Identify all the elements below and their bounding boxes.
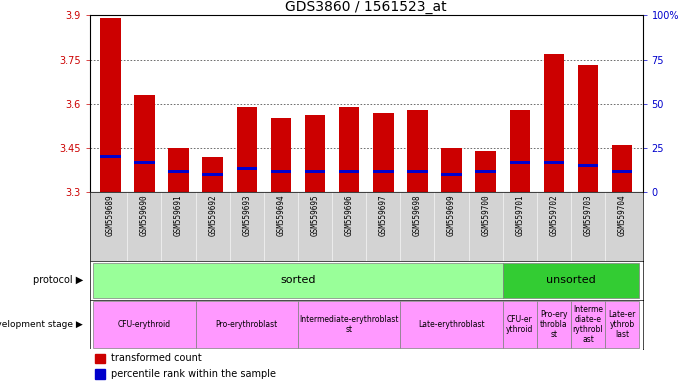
Bar	[236, 107, 257, 192]
Bar	[305, 116, 325, 192]
Bar	[612, 170, 632, 173]
Bar	[571, 301, 605, 348]
Text: Late-erythroblast: Late-erythroblast	[418, 320, 485, 329]
Bar	[442, 173, 462, 176]
Text: percentile rank within the sample: percentile rank within the sample	[111, 369, 276, 379]
Bar	[271, 118, 291, 192]
Title: GDS3860 / 1561523_at: GDS3860 / 1561523_at	[285, 0, 447, 14]
Bar	[509, 161, 530, 164]
Bar	[100, 18, 120, 192]
Bar	[95, 354, 105, 363]
Bar	[202, 173, 223, 176]
Text: GSM559698: GSM559698	[413, 194, 422, 236]
Bar	[298, 301, 400, 348]
Bar	[503, 301, 537, 348]
Text: protocol ▶: protocol ▶	[32, 275, 83, 285]
Text: Pro-ery
throbla
st: Pro-ery throbla st	[540, 310, 568, 339]
Text: GSM559701: GSM559701	[515, 194, 524, 236]
Bar	[544, 161, 564, 164]
Bar	[544, 54, 564, 192]
Bar	[605, 301, 639, 348]
Text: GSM559692: GSM559692	[208, 194, 217, 236]
Text: GSM559703: GSM559703	[583, 194, 592, 236]
Text: GSM559700: GSM559700	[481, 194, 490, 236]
Bar	[400, 301, 503, 348]
Text: GSM559696: GSM559696	[345, 194, 354, 236]
Bar	[196, 301, 298, 348]
Bar	[373, 170, 394, 173]
Text: sorted: sorted	[281, 275, 316, 285]
Bar	[93, 301, 196, 348]
Bar	[407, 109, 428, 192]
Bar	[271, 170, 291, 173]
Bar	[339, 107, 359, 192]
Text: Intermediate-erythroblast
st: Intermediate-erythroblast st	[299, 315, 399, 334]
Bar	[612, 145, 632, 192]
Text: GSM559690: GSM559690	[140, 194, 149, 236]
Text: Pro-erythroblast: Pro-erythroblast	[216, 320, 278, 329]
Bar	[202, 157, 223, 192]
Bar	[93, 263, 503, 298]
Bar	[100, 155, 120, 158]
Text: GSM559697: GSM559697	[379, 194, 388, 236]
Text: GSM559704: GSM559704	[618, 194, 627, 236]
Bar	[339, 170, 359, 173]
Text: GSM559691: GSM559691	[174, 194, 183, 236]
Text: GSM559699: GSM559699	[447, 194, 456, 236]
Bar	[509, 109, 530, 192]
Bar	[475, 170, 496, 173]
Bar	[503, 263, 639, 298]
Bar	[169, 148, 189, 192]
Bar	[236, 167, 257, 170]
Text: Late-er
ythrob
last: Late-er ythrob last	[609, 310, 636, 339]
Bar	[578, 164, 598, 167]
Bar	[305, 170, 325, 173]
Bar	[407, 170, 428, 173]
Bar	[169, 170, 189, 173]
Bar	[537, 301, 571, 348]
Text: transformed count: transformed count	[111, 353, 202, 363]
Text: CFU-erythroid: CFU-erythroid	[118, 320, 171, 329]
Bar	[134, 95, 155, 192]
Text: GSM559689: GSM559689	[106, 194, 115, 236]
Text: GSM559702: GSM559702	[549, 194, 558, 236]
Text: development stage ▶: development stage ▶	[0, 320, 83, 329]
Text: GSM559694: GSM559694	[276, 194, 285, 236]
Text: unsorted: unsorted	[546, 275, 596, 285]
Bar	[95, 369, 105, 379]
Text: CFU-er
ythroid: CFU-er ythroid	[506, 315, 533, 334]
Bar	[475, 151, 496, 192]
Text: GSM559693: GSM559693	[243, 194, 252, 236]
Text: Interme
diate-e
rythrobl
ast: Interme diate-e rythrobl ast	[573, 305, 603, 344]
Text: GSM559695: GSM559695	[310, 194, 319, 236]
Bar	[373, 113, 394, 192]
Bar	[578, 65, 598, 192]
Bar	[134, 161, 155, 164]
Bar	[442, 148, 462, 192]
